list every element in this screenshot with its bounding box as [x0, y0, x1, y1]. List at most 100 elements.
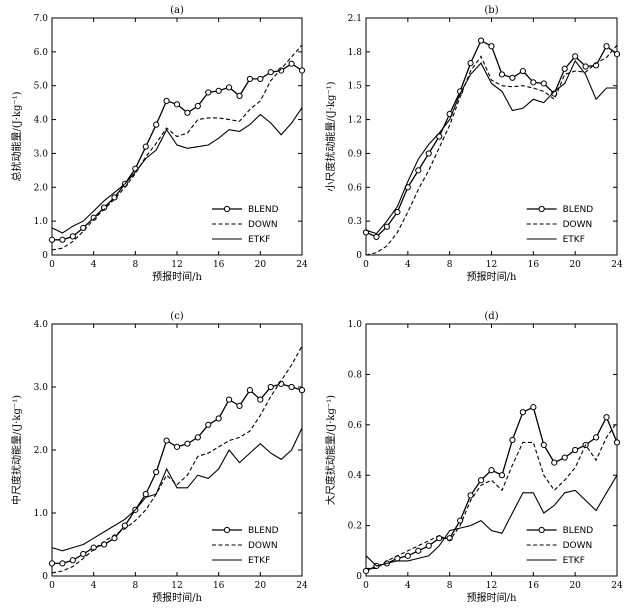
x-tick-label: 0 [363, 581, 369, 591]
series-line-down [365, 44, 618, 256]
legend-label-down: DOWN [248, 220, 278, 230]
data-point-blend [509, 436, 516, 444]
data-point-blend [59, 560, 66, 567]
data-point-blend [246, 75, 254, 83]
x-tick-label: 12 [486, 260, 497, 270]
legend-marker-blend [223, 526, 231, 534]
data-point-blend [205, 89, 212, 96]
data-point-blend [477, 37, 485, 44]
legend-label-down: DOWN [248, 541, 278, 551]
chart-panel-3: 0 4 8 12 16 20 24 0 0.2 0.4 0.6 0.8 1.0 (d) 预报时间/h 大尺度扰… [324, 311, 623, 604]
data-point-blend [540, 80, 547, 87]
data-point-blend [59, 236, 66, 243]
data-point-blend [477, 477, 485, 484]
data-point-blend [519, 67, 526, 75]
y-tick-label: 0.3 [348, 217, 363, 227]
x-tick-label: 8 [132, 581, 138, 591]
y-tick-label: 0 [42, 572, 48, 582]
data-point-blend [205, 421, 212, 428]
series-line-down [51, 44, 303, 251]
data-point-blend [194, 102, 201, 110]
data-point-blend [236, 402, 243, 409]
legend-label-blend: BLEND [248, 205, 279, 215]
legend-marker-blend [538, 526, 545, 534]
data-point-blend [415, 547, 422, 554]
x-tick-label: 4 [91, 581, 97, 591]
legend-marker-blend [223, 205, 231, 213]
data-point-blend [236, 92, 243, 99]
legend-label-blend: BLEND [563, 205, 594, 215]
legend-label-etkf: ETKF [563, 556, 585, 566]
x-tick-label: 8 [447, 581, 453, 591]
legend-label-blend: BLEND [563, 526, 594, 536]
x-tick-label: 16 [213, 581, 225, 591]
data-point-blend [288, 383, 295, 391]
data-point-blend [80, 550, 87, 558]
data-point-blend [153, 468, 160, 476]
y-axis-title: 总扰动能量/(J·kg⁻¹) [10, 91, 23, 181]
y-tick-label: 0.4 [348, 471, 363, 481]
series-line-etkf [365, 59, 617, 235]
series-line-blend [52, 383, 303, 565]
x-tick-label: 4 [91, 260, 97, 270]
x-tick-label: 8 [447, 260, 453, 270]
data-point-blend [225, 84, 233, 91]
y-tick-label: 0.2 [348, 522, 362, 532]
plot-frame [365, 323, 618, 577]
x-tick-label: 16 [213, 260, 225, 270]
y-tick-label: 3.0 [34, 149, 49, 159]
x-tick-label: 12 [171, 260, 182, 270]
y-tick-label: 0.8 [348, 370, 363, 380]
x-tick-label: 8 [132, 260, 138, 270]
legend-label-down: DOWN [563, 541, 593, 551]
panel-label: (d) [484, 311, 498, 322]
series-line-etkf [51, 427, 303, 552]
data-point-blend [267, 383, 274, 391]
data-point-blend [48, 236, 56, 243]
data-point-blend [215, 415, 222, 422]
data-point-blend [561, 454, 568, 461]
y-tick-label: 1.5 [348, 82, 363, 92]
data-point-blend [373, 233, 380, 241]
data-point-blend [603, 43, 610, 50]
y-tick-label: 5.0 [34, 82, 49, 92]
y-tick-label: 1.0 [348, 320, 363, 330]
x-tick-label: 4 [405, 260, 411, 270]
legend-marker-blend [538, 205, 545, 213]
data-point-blend [572, 446, 579, 454]
data-point-blend [173, 443, 181, 450]
chart-panel-2: 0 4 8 12 16 20 24 0 1.0 2.0 3.0 4.0 (c) 预报时间/h 中尺度扰动能量… [10, 311, 308, 604]
x-tick-label: 12 [171, 581, 182, 591]
x-tick-label: 20 [569, 260, 581, 270]
series-line-down [51, 345, 303, 574]
data-point-blend [173, 101, 181, 108]
data-point-blend [121, 522, 129, 529]
data-point-blend [613, 51, 621, 58]
y-tick-label: 1.0 [34, 217, 49, 227]
data-point-blend [163, 97, 170, 105]
data-point-blend [467, 60, 474, 67]
data-point-blend [530, 79, 537, 86]
legend-label-etkf: ETKF [248, 556, 270, 566]
x-tick-label: 0 [363, 260, 369, 270]
y-tick-label: 2.0 [34, 183, 49, 193]
data-point-blend [425, 150, 432, 157]
legend-label-etkf: ETKF [563, 235, 585, 245]
data-point-blend [298, 67, 306, 74]
data-point-blend [592, 434, 600, 441]
series-line-etkf [365, 474, 618, 567]
data-point-blend [111, 194, 118, 201]
data-point-blend [488, 43, 495, 50]
data-point-blend [100, 204, 108, 211]
x-tick-label: 24 [296, 260, 308, 270]
y-tick-label: 4.0 [34, 320, 49, 330]
y-axis-title: 小尺度扰动能量/(J·kg⁻¹) [324, 81, 337, 191]
data-point-blend [425, 542, 432, 549]
x-axis-title: 预报时间/h [152, 591, 202, 604]
data-point-blend [142, 491, 149, 498]
plot-frame [51, 323, 303, 577]
data-point-blend [488, 467, 495, 474]
x-tick-label: 20 [569, 581, 581, 591]
data-point-blend [267, 69, 274, 76]
data-point-blend [540, 441, 547, 449]
